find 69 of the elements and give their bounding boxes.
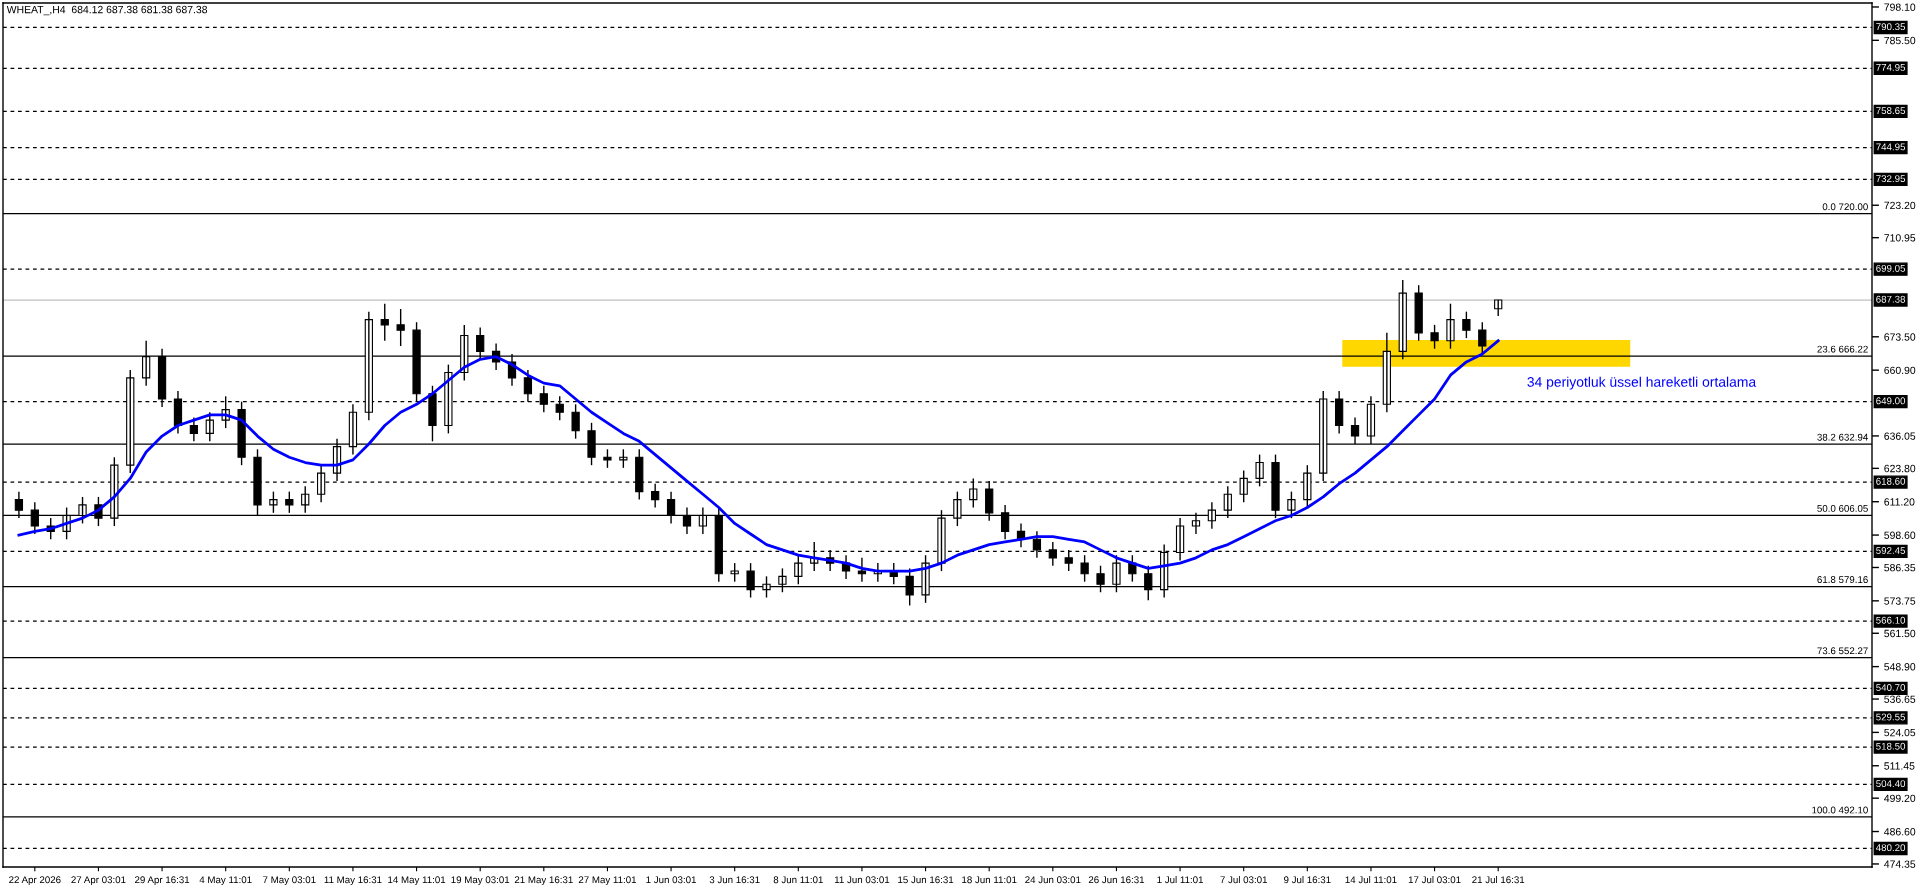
x-tick-label: 1 Jun 03:01 xyxy=(646,876,696,884)
y-tick-label: 785.50 xyxy=(1884,36,1916,45)
y-tick-label: 511.45 xyxy=(1884,762,1915,770)
x-tick-label: 4 May 11:01 xyxy=(199,876,252,886)
y-tick-label: 536.65 xyxy=(1884,695,1916,703)
y-tick-label: 723.20 xyxy=(1884,201,1916,210)
ref-line-label: 790.35 xyxy=(1876,23,1906,31)
x-tick-label: 3 Jun 16:31 xyxy=(709,876,760,884)
x-tick-label: 17 Jul 03:01 xyxy=(1408,876,1461,884)
y-tick-label: 524.05 xyxy=(1884,728,1916,737)
x-tick-label: 19 May 03:01 xyxy=(451,876,510,886)
ref-line-label: 529.55 xyxy=(1876,713,1906,721)
y-tick-label: 623.80 xyxy=(1884,464,1916,473)
x-tick-label: 1 Jul 11:01 xyxy=(1157,876,1204,884)
y-tick-label: 710.95 xyxy=(1884,234,1916,242)
y-tick-label: 586.35 xyxy=(1884,563,1916,572)
ref-line-label: 758.65 xyxy=(1876,107,1906,115)
y-tick-label: 798.10 xyxy=(1884,3,1916,11)
x-tick-label: 14 Jul 11:01 xyxy=(1345,876,1397,884)
x-tick-label: 7 May 03:01 xyxy=(263,876,316,886)
ref-line-label: 504.40 xyxy=(1876,780,1906,788)
x-tick-label: 14 May 11:01 xyxy=(388,876,446,886)
y-tick-label: 561.50 xyxy=(1884,629,1916,638)
chart-title: WHEAT_,H4 684.12 687.38 681.38 687.38 xyxy=(6,5,208,16)
ref-line-label: 23.6 666.22 xyxy=(1817,345,1868,353)
y-tick-label: 611.20 xyxy=(1884,498,1915,506)
ref-line-label: 566.10 xyxy=(1876,616,1906,624)
x-tick-label: 11 Jun 03:01 xyxy=(834,876,890,884)
text: 34 periyotluk üssel hareketli ortalama xyxy=(1527,376,1757,390)
x-tick-label: 24 Jun 03:01 xyxy=(1025,876,1081,884)
y-tick-label: 598.60 xyxy=(1884,531,1916,539)
x-tick-label: 9 Jul 16:31 xyxy=(1284,876,1331,884)
ref-line-label: 592.45 xyxy=(1876,547,1906,554)
x-tick-label: 11 May 16:31 xyxy=(324,876,382,886)
y-tick-label: 660.90 xyxy=(1884,366,1916,375)
x-tick-label: 27 Apr 03:01 xyxy=(71,876,126,886)
x-tick-label: 21 Jul 16:31 xyxy=(1472,876,1525,884)
y-tick-label: 486.60 xyxy=(1884,828,1916,836)
y-tick-label: 573.75 xyxy=(1884,597,1916,605)
ref-line-label: 540.70 xyxy=(1876,684,1906,691)
ref-line-label: 649.00 xyxy=(1876,397,1906,405)
ref-line-label: 480.20 xyxy=(1875,844,1906,852)
ref-line-label: 699.05 xyxy=(1876,264,1906,272)
y-tick-label: 548.90 xyxy=(1884,663,1916,671)
ref-line-label: 518.50 xyxy=(1876,742,1906,750)
ref-line-label: 687.38 xyxy=(1876,295,1906,303)
ref-line-label: 618.60 xyxy=(1876,477,1906,485)
y-tick-label: 499.20 xyxy=(1884,794,1916,803)
ref-line-label: 73.6 552.27 xyxy=(1817,647,1868,655)
x-tick-label: 22 Apr 2026 xyxy=(9,876,61,886)
ref-line-label: 38.2 632.94 xyxy=(1817,433,1868,441)
x-tick-label: 7 Jul 03:01 xyxy=(1220,876,1268,884)
ref-line-label: 744.95 xyxy=(1876,143,1906,151)
y-tick-label: 673.50 xyxy=(1884,333,1916,341)
ref-line-label: 732.95 xyxy=(1876,175,1906,183)
ref-line-label: 774.95 xyxy=(1876,63,1906,71)
x-tick-label: 15 Jun 16:31 xyxy=(898,876,954,884)
x-tick-label: 21 May 16:31 xyxy=(514,876,573,886)
x-tick-label: 29 Apr 16:31 xyxy=(134,876,190,886)
x-tick-label: 18 Jun 11:01 xyxy=(962,876,1017,884)
ref-line-label: 61.8 579.16 xyxy=(1817,576,1868,584)
x-tick-label: 8 Jun 11:01 xyxy=(773,876,823,884)
ref-line-label: 50.0 606.05 xyxy=(1817,504,1868,512)
x-tick-label: 26 Jun 16:31 xyxy=(1088,876,1145,884)
ref-line-label: 100.0 492.10 xyxy=(1812,806,1868,814)
y-tick-label: 636.05 xyxy=(1884,432,1916,440)
x-tick-label: 27 May 11:01 xyxy=(578,876,637,886)
y-tick-label: 474.35 xyxy=(1884,860,1916,868)
ref-line-label: 0.0 720.00 xyxy=(1822,203,1868,211)
